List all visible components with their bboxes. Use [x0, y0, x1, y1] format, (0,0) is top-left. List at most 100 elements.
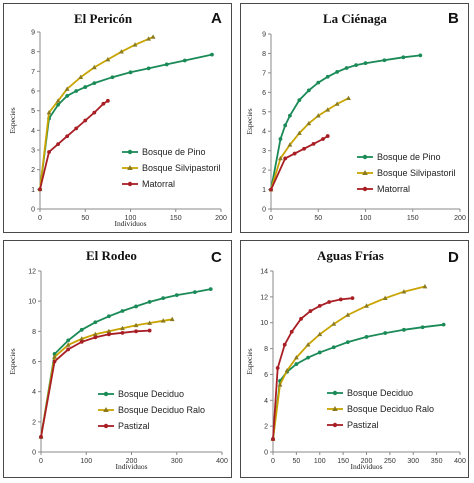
y-tick-label: 8: [31, 49, 35, 56]
data-point: [93, 320, 98, 325]
data-point: [79, 327, 84, 332]
x-tick-label: 300: [171, 458, 183, 465]
data-point: [420, 325, 425, 330]
x-tick-label: 350: [431, 458, 443, 465]
data-point: [92, 81, 97, 86]
x-tick-label: 250: [384, 458, 396, 465]
data-point: [283, 123, 288, 128]
chart-el-pericon: El Pericón A 0 1 2 3 4 5 6 7 8 9 0 50 100 150 200 Individ…: [8, 10, 227, 228]
x-tick-label: 150: [337, 458, 349, 465]
data-point: [52, 354, 57, 359]
data-point: [132, 42, 138, 47]
series-line: [40, 318, 173, 438]
data-point: [92, 331, 98, 337]
y-tick-label: 8: [32, 329, 36, 336]
data-point: [55, 98, 61, 103]
data-point: [364, 335, 369, 339]
data-point: [147, 320, 152, 325]
data-point: [292, 151, 297, 156]
data-point: [79, 336, 85, 341]
y-tick-label: 6: [32, 359, 36, 366]
data-point: [325, 74, 330, 79]
x-tick-label: 0: [38, 215, 42, 222]
y-tick-label: 0: [31, 207, 35, 214]
x-tick-label: 50: [81, 215, 89, 222]
data-point: [134, 304, 138, 309]
data-point: [382, 58, 387, 63]
data-point: [101, 101, 106, 106]
data-point: [46, 110, 52, 115]
y-tick-label: 6: [31, 89, 35, 96]
y-axis-label: Especies: [8, 107, 17, 133]
data-point: [106, 314, 111, 319]
legend-label: Bosque de Pino: [377, 152, 441, 162]
data-point: [78, 74, 84, 80]
data-point: [331, 321, 337, 326]
data-point: [331, 345, 336, 350]
x-tick-label: 200: [361, 458, 373, 465]
data-point: [346, 95, 351, 100]
data-point: [66, 338, 71, 343]
x-tick-label: 200: [454, 215, 466, 222]
data-point: [269, 187, 273, 192]
data-point: [92, 110, 97, 115]
y-tick-label: 4: [31, 128, 35, 135]
y-tick-label: 4: [262, 129, 266, 136]
data-point: [105, 56, 111, 62]
x-tick-label: 100: [80, 458, 92, 465]
data-point: [282, 342, 287, 347]
legend-label: Bosque Deciduo: [118, 389, 184, 399]
legend-label: Matorral: [377, 184, 410, 194]
legend-swatch-marker: [332, 390, 338, 396]
data-point: [208, 287, 213, 291]
data-point: [317, 304, 322, 308]
data-point: [299, 316, 303, 321]
data-point: [275, 366, 280, 370]
data-point: [283, 156, 288, 161]
data-point: [192, 290, 197, 295]
chart-la-cienaga: La Ciénaga B 0 1 2 3 4 5 6 7 8 9 0 50 100 150 200 Especie…: [245, 10, 466, 222]
data-point: [74, 89, 79, 93]
data-point: [120, 325, 125, 331]
legend-label: Bosque de Pino: [142, 147, 206, 157]
data-point: [401, 55, 406, 60]
y-tick-label: 7: [262, 70, 266, 77]
legend-label: Bosque Silvipastoril: [377, 168, 456, 178]
chart-title: El Pericón: [74, 11, 133, 26]
data-point: [38, 187, 42, 192]
legend-swatch-marker: [332, 422, 338, 428]
legend-label: Matorral: [142, 179, 175, 189]
legend-label: Bosque Deciduo Ralo: [347, 404, 434, 414]
y-tick-label: 2: [262, 168, 266, 175]
y-tick-label: 12: [28, 269, 36, 276]
data-point: [39, 435, 43, 439]
data-point: [289, 329, 294, 334]
y-axis-label: Especies: [245, 108, 254, 134]
panel-el-rodeo: El Rodeo C 0 2 4 6 8 10 12 0 100 200 300 400 Individuo…: [3, 240, 232, 478]
data-point: [327, 300, 331, 304]
y-tick-label: 10: [260, 320, 268, 327]
data-point: [344, 66, 349, 70]
data-point: [146, 36, 151, 41]
data-point: [66, 347, 71, 352]
x-tick-label: 150: [407, 215, 419, 222]
y-tick-label: 7: [31, 69, 35, 76]
x-tick-label: 0: [269, 215, 273, 222]
legend-swatch-marker: [362, 186, 368, 192]
data-point: [47, 150, 51, 154]
data-point: [174, 293, 179, 298]
data-point: [119, 49, 124, 54]
data-point: [317, 331, 323, 337]
data-point: [287, 142, 293, 147]
panel-letter: A: [211, 10, 222, 27]
series-line: [270, 97, 349, 190]
panel-letter: C: [211, 249, 222, 266]
data-point: [147, 328, 152, 333]
y-tick-label: 12: [260, 294, 268, 301]
data-point: [52, 359, 57, 364]
data-point: [83, 85, 88, 89]
data-point: [164, 62, 169, 67]
y-tick-label: 14: [260, 269, 268, 276]
chart-title: Aguas Frías: [317, 248, 384, 263]
y-tick-label: 1: [31, 187, 35, 194]
